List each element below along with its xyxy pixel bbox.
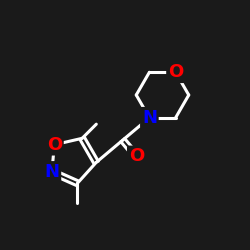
Text: O: O: [47, 136, 62, 154]
Text: N: N: [142, 109, 157, 127]
Text: N: N: [44, 163, 60, 181]
Text: O: O: [168, 63, 183, 81]
Text: O: O: [129, 148, 144, 166]
